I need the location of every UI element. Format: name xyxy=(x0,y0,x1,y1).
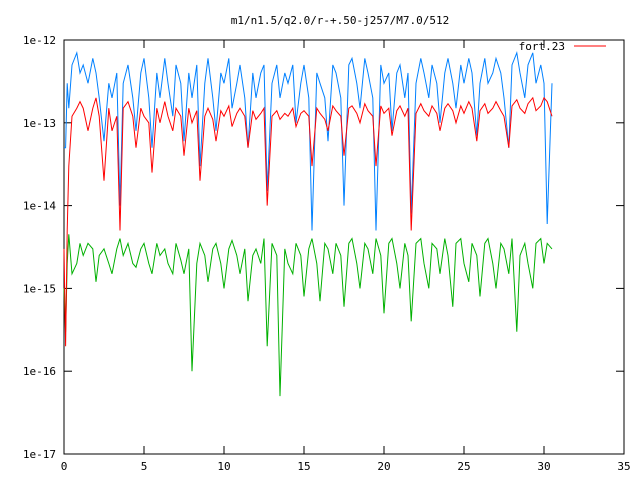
x-tick-label: 15 xyxy=(297,460,310,473)
x-tick-label: 35 xyxy=(617,460,630,473)
plot-frame xyxy=(63,39,625,455)
series-line-0 xyxy=(63,96,553,347)
y-tick-label: 1e-14 xyxy=(23,200,56,213)
y-tick-label: 1e-17 xyxy=(23,448,56,461)
y-axis: 1e-17 1e-16 1e-15 1e-14 1e-13 1e-12 xyxy=(23,34,624,461)
x-tick-label: 0 xyxy=(61,460,68,473)
x-axis: 0 5 10 15 20 25 30 35 xyxy=(61,40,631,473)
x-tick-label: 20 xyxy=(377,460,390,473)
chart-title: m1/n1.5/q2.0/r-+.50-j257/M7.0/512 xyxy=(231,14,450,27)
y-tick-label: 1e-12 xyxy=(23,34,56,47)
y-tick-label: 1e-16 xyxy=(23,365,56,378)
legend: fort.23 xyxy=(519,40,606,53)
series-line-2 xyxy=(63,234,553,397)
x-tick-label: 10 xyxy=(217,460,230,473)
x-tick-label: 30 xyxy=(537,460,550,473)
x-tick-label: 5 xyxy=(141,460,148,473)
series-line-1 xyxy=(64,50,553,231)
y-tick-label: 1e-13 xyxy=(23,117,56,130)
series-layer xyxy=(63,50,553,397)
x-tick-label: 25 xyxy=(457,460,470,473)
legend-label: fort.23 xyxy=(519,40,565,53)
y-tick-label: 1e-15 xyxy=(23,282,56,295)
